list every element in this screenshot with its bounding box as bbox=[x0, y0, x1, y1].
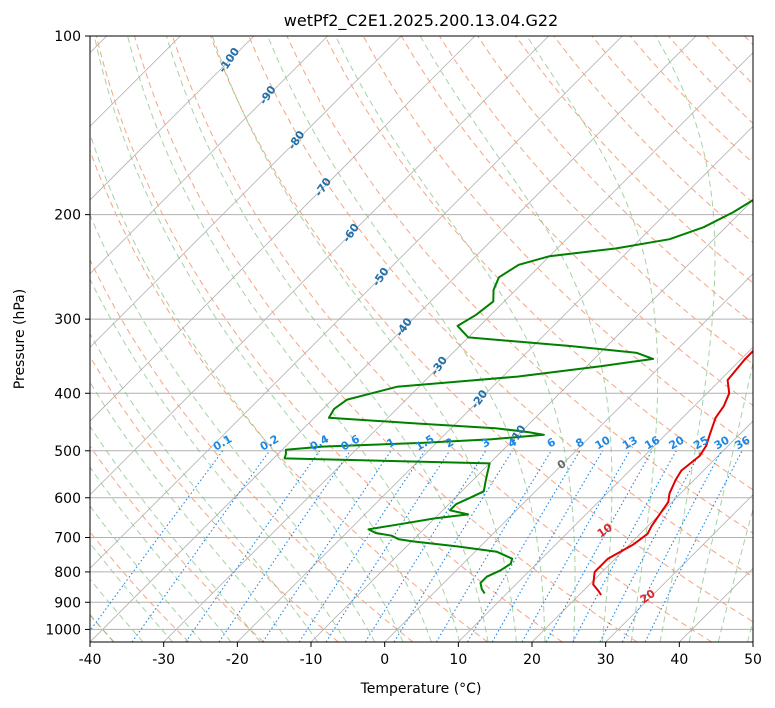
dry-adiabat-line bbox=[324, 36, 753, 491]
mixing-ratio-line bbox=[545, 450, 653, 642]
y-tick-label: 900 bbox=[54, 595, 81, 611]
y-tick-label: 800 bbox=[54, 565, 81, 581]
mixing-ratio-line bbox=[364, 450, 487, 642]
dry-adiabat-line bbox=[172, 36, 712, 642]
dry-adiabats bbox=[90, 36, 753, 642]
moist-adiabat-line bbox=[93, 36, 432, 642]
moist-adiabat-line bbox=[165, 36, 489, 642]
y-tick-label: 100 bbox=[54, 29, 81, 45]
isotherm-gridline bbox=[163, 52, 753, 642]
x-tick-label: 30 bbox=[597, 652, 615, 668]
y-tick-label: 300 bbox=[54, 312, 81, 328]
x-tick-label: 40 bbox=[670, 652, 688, 668]
dry-adiabat-line bbox=[248, 36, 753, 578]
isotherm-gridline bbox=[90, 36, 549, 496]
mixing-ratio-line bbox=[185, 450, 321, 642]
isotherm-gridline bbox=[237, 125, 753, 642]
isotherm-gridline bbox=[458, 346, 753, 642]
isotherm-gridline bbox=[90, 36, 255, 201]
y-tick-label: 400 bbox=[54, 386, 81, 402]
moist-adiabat-line bbox=[267, 36, 546, 642]
mixing-ratio-lines bbox=[90, 450, 743, 642]
moist-adiabat-line bbox=[688, 360, 753, 642]
mixing-ratio-line bbox=[599, 450, 702, 642]
isotherm-gridline bbox=[90, 36, 328, 275]
moist-adiabat-line bbox=[90, 466, 232, 642]
isotherm-gridline bbox=[605, 494, 753, 642]
mixing-ratio-line bbox=[435, 450, 552, 642]
moist-adiabat-line bbox=[90, 381, 290, 642]
dry-adiabat-line bbox=[515, 36, 753, 284]
moist-adiabat-line bbox=[717, 507, 753, 642]
x-tick-label: 10 bbox=[449, 652, 467, 668]
mixing-ratio-line bbox=[262, 450, 392, 642]
dry-adiabat-line bbox=[90, 258, 414, 642]
x-tick-label: -20 bbox=[226, 652, 249, 668]
chart-title: wetPf2_C2E1.2025.200.13.04.G22 bbox=[284, 11, 558, 31]
x-axis-title: Temperature (°C) bbox=[360, 681, 482, 697]
dry-adiabat-line bbox=[286, 36, 753, 534]
gridlines bbox=[90, 36, 753, 642]
moist-adiabats bbox=[90, 36, 753, 642]
x-tick-label: -40 bbox=[79, 652, 102, 668]
mixing-ratio-line bbox=[90, 450, 224, 632]
moist-adiabat-line bbox=[211, 36, 517, 642]
mixing-ratio-line bbox=[644, 450, 743, 642]
moist-adiabat-line bbox=[655, 36, 716, 642]
moist-adiabat-line bbox=[90, 332, 319, 642]
y-tick-label: 200 bbox=[54, 208, 81, 224]
x-tick-label: 0 bbox=[380, 652, 389, 668]
mixing-ratio-line bbox=[572, 450, 677, 642]
y-tick-label: 1000 bbox=[45, 622, 81, 638]
x-tick-label: -10 bbox=[300, 652, 323, 668]
mixing-ratio-line bbox=[325, 450, 451, 642]
isotherm-gridline bbox=[531, 420, 753, 642]
isotherm-gridline bbox=[90, 36, 476, 422]
moist-adiabat-line bbox=[90, 425, 261, 642]
moist-adiabat-line bbox=[127, 36, 461, 642]
x-tick-label: 20 bbox=[523, 652, 541, 668]
isotherm-gridline bbox=[90, 36, 402, 348]
mixing-ratio-line bbox=[521, 450, 631, 642]
dewpoint-profile-line bbox=[283, 198, 753, 595]
y-tick-label: 700 bbox=[54, 531, 81, 547]
dry-adiabat-line bbox=[90, 355, 339, 642]
axis-ticks: -40 -30 -20 -10 0 10 20 30 40 50 100 200 300 400 500 60… bbox=[45, 29, 762, 668]
mixing-ratio-line bbox=[218, 450, 351, 642]
moist-adiabat-line bbox=[90, 542, 173, 642]
y-tick-label: 500 bbox=[54, 444, 81, 460]
x-tick-label: -30 bbox=[152, 652, 175, 668]
x-tick-label: 50 bbox=[744, 652, 762, 668]
moist-adiabat-line bbox=[90, 213, 376, 642]
moist-adiabat-line bbox=[526, 36, 659, 642]
moist-adiabat-line bbox=[90, 132, 404, 642]
sounding-series bbox=[283, 198, 753, 596]
isotherm-gridline bbox=[384, 273, 753, 642]
temperature-profile-line bbox=[592, 349, 753, 596]
dry-adiabat-line bbox=[210, 36, 753, 623]
moist-adiabat-line bbox=[90, 578, 144, 642]
y-axis-title: Pressure (hPa) bbox=[12, 289, 28, 389]
isotherm-gridline bbox=[90, 36, 697, 642]
y-tick-label: 600 bbox=[54, 491, 81, 507]
dry-adiabat-line bbox=[90, 445, 264, 642]
mixing-ratio-line bbox=[298, 450, 426, 642]
dry-adiabat-line bbox=[95, 36, 563, 642]
moist-adiabat-line bbox=[335, 36, 576, 642]
moist-adiabat-line bbox=[90, 505, 203, 642]
plot-frame bbox=[89, 35, 754, 643]
dry-adiabat-line bbox=[477, 36, 753, 324]
moist-adiabat-line bbox=[419, 36, 613, 642]
moist-adiabat-line bbox=[90, 278, 347, 642]
mixing-ratio-line bbox=[131, 450, 271, 642]
